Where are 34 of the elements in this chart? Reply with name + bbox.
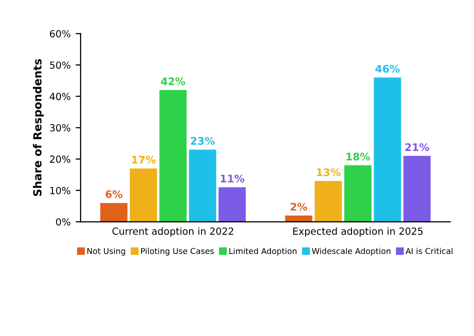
legend-label: Widescale Adoption [312, 248, 390, 256]
bar [218, 187, 246, 222]
y-tick-label: 40% [50, 92, 70, 100]
data-label: 13% [317, 168, 340, 176]
data-label: 2% [290, 202, 308, 211]
data-label: 23% [190, 136, 215, 145]
bar [188, 150, 216, 222]
bar [403, 156, 431, 222]
data-label: 18% [346, 152, 370, 161]
y-tick-label: 50% [50, 61, 70, 69]
y-axis-title: Share of Respondents [32, 59, 44, 196]
data-label: 17% [132, 156, 156, 164]
data-label: 21% [405, 143, 430, 152]
data-label: 46% [375, 64, 400, 73]
legend-label: Limited Adoption [229, 248, 296, 256]
legend-label: AI is Critical [406, 248, 452, 254]
x-tick-label: Current adoption in 2022 [112, 227, 234, 237]
bar [314, 180, 342, 222]
legend-label: Piloting Use Cases [141, 248, 214, 256]
data-label: 11% [220, 174, 244, 182]
x-tick-label: Expected adoption in 2025 [293, 227, 423, 237]
y-tick-label: 30% [50, 124, 70, 132]
y-tick-label: 10% [50, 186, 70, 194]
bar [130, 168, 158, 222]
y-tick-label: 20% [50, 156, 70, 163]
data-label: 42% [161, 77, 186, 86]
legend-label: Not Using [87, 248, 126, 256]
bar [159, 90, 187, 222]
data-label: 6% [106, 190, 122, 198]
y-tick-label: 0% [56, 218, 70, 226]
bar [374, 78, 402, 222]
bar [344, 165, 372, 222]
bar [100, 202, 128, 222]
y-tick-label: 60% [50, 30, 70, 38]
